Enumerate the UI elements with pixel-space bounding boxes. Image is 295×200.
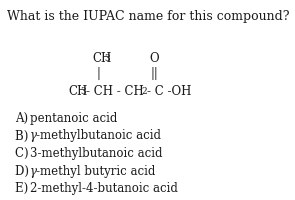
Text: O: O: [149, 52, 159, 65]
Text: |: |: [96, 67, 100, 80]
Text: 3: 3: [104, 54, 110, 63]
Text: - CH - CH: - CH - CH: [86, 85, 144, 98]
Text: CH: CH: [68, 85, 87, 98]
Text: E): E): [15, 182, 32, 195]
Text: pentanoic acid: pentanoic acid: [30, 112, 117, 125]
Text: A): A): [15, 112, 32, 125]
Text: C): C): [15, 147, 32, 160]
Text: B): B): [15, 130, 32, 142]
Text: 2-methyl-4-butanoic acid: 2-methyl-4-butanoic acid: [30, 182, 178, 195]
Text: 3: 3: [81, 87, 86, 96]
Text: - C -OH: - C -OH: [147, 85, 191, 98]
Text: D): D): [15, 164, 33, 178]
Text: 2: 2: [141, 87, 147, 96]
Text: -methylbutanoic acid: -methylbutanoic acid: [36, 130, 161, 142]
Text: ||: ||: [150, 67, 158, 80]
Text: γ: γ: [30, 130, 37, 142]
Text: What is the IUPAC name for this compound?: What is the IUPAC name for this compound…: [7, 10, 289, 23]
Text: -methyl butyric acid: -methyl butyric acid: [36, 164, 155, 178]
Text: 3-methylbutanoic acid: 3-methylbutanoic acid: [30, 147, 162, 160]
Text: γ: γ: [30, 164, 37, 178]
Text: CH: CH: [92, 52, 111, 65]
